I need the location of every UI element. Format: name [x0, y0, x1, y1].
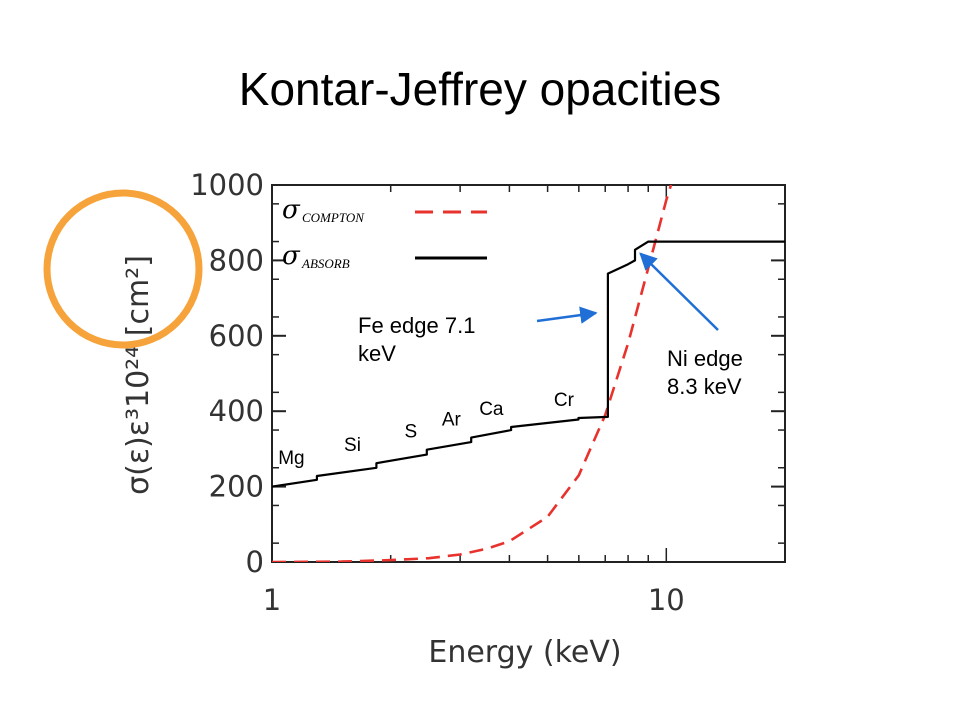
y-tick-label: 400: [209, 394, 264, 428]
element-label: S: [405, 422, 418, 443]
series-group: [272, 185, 785, 562]
slide-title: Kontar-Jeffrey opacities: [238, 63, 722, 115]
ni-edge-label: 8.3 keV: [667, 374, 742, 399]
plot-frame: [271, 184, 786, 563]
y-axis-label: σ(ε)ε³10²⁴ [cm²]: [121, 255, 156, 495]
ni-edge-label: Ni edge: [667, 346, 743, 371]
series-line-absorb: [272, 240, 785, 488]
plot-border: [271, 184, 786, 563]
element-label: Ca: [479, 399, 504, 420]
ni-edge-arrow: [639, 252, 719, 331]
fe-edge-arrow: [536, 306, 598, 324]
element-label: Ar: [442, 410, 462, 431]
callouts: Fe edge 7.1 keV Ni edge 8.3 keV: [358, 252, 743, 399]
legend-symbol: σ: [282, 195, 301, 225]
element-label: Mg: [278, 448, 304, 469]
x-tick-label: 10: [648, 583, 685, 617]
y-axis-ticks: 0 200 400 600 800 1000: [190, 168, 785, 579]
y-tick-label: 200: [209, 470, 264, 504]
legend-symbol: σ: [282, 241, 301, 271]
y-tick-label: 800: [209, 243, 264, 277]
highlight-circle: [43, 189, 203, 349]
element-labels: Mg Si S Ar Ca Cr: [278, 390, 574, 469]
x-axis-label: Energy (keV): [428, 635, 621, 670]
legend-subscript: COMPTON: [302, 210, 365, 225]
x-tick-label: 1: [263, 583, 281, 617]
y-tick-label: 1000: [190, 168, 264, 202]
fe-edge-label: Fe edge 7.1: [358, 313, 475, 338]
fe-edge-label: keV: [358, 341, 396, 366]
x-axis-ticks: 1 10: [263, 185, 786, 617]
element-label: Cr: [554, 390, 575, 411]
y-tick-label: 0: [246, 545, 264, 579]
element-label: Si: [344, 435, 361, 456]
y-tick-label: 600: [209, 319, 264, 353]
legend-subscript: ABSORB: [301, 256, 350, 271]
